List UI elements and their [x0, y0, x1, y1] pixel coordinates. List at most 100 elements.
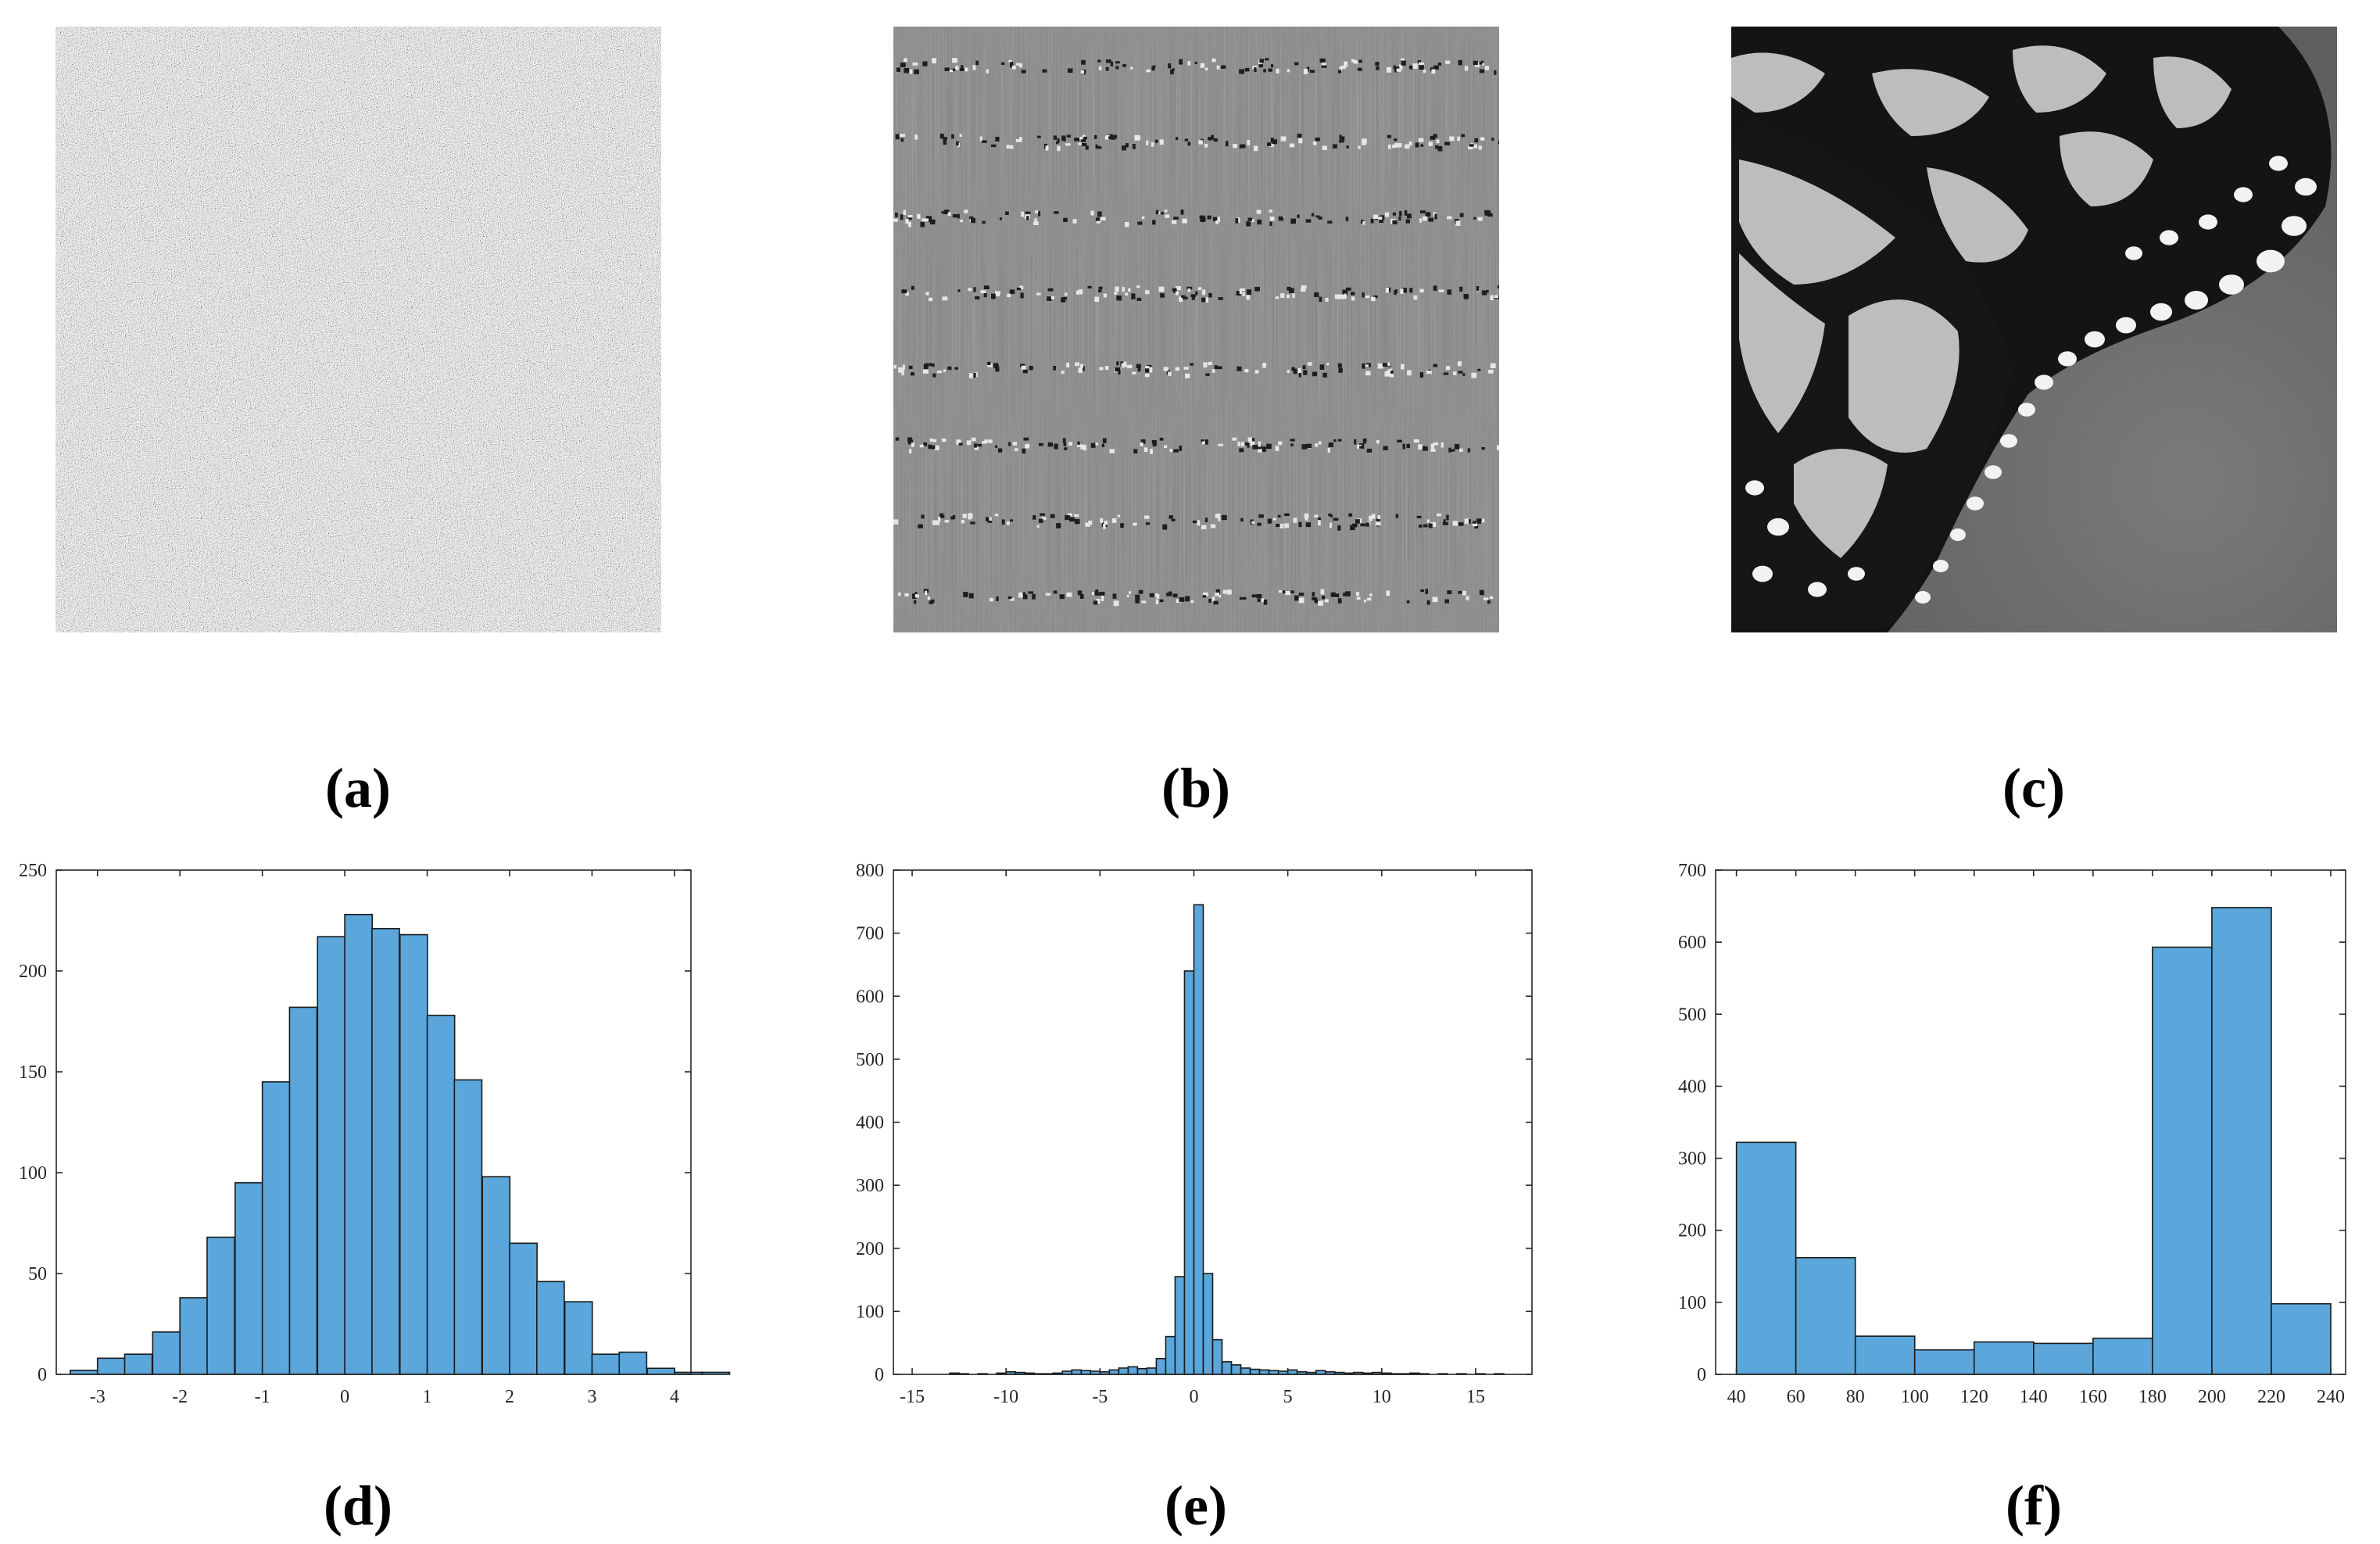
histogram-bar — [206, 1236, 235, 1375]
band-speck — [897, 67, 901, 72]
band-speck — [1479, 69, 1485, 73]
band-speck — [1378, 217, 1383, 220]
band-speck — [989, 363, 993, 367]
wing-spot — [1915, 591, 1931, 604]
histogram-bar — [1127, 1366, 1139, 1375]
band-speck — [952, 214, 958, 218]
band-speck — [1398, 64, 1403, 70]
band-speck — [1122, 145, 1127, 151]
band-speck — [1425, 212, 1431, 217]
band-speck — [1332, 594, 1338, 597]
band-speck — [1373, 214, 1379, 220]
band-speck — [1267, 518, 1272, 524]
band-speck — [1257, 598, 1261, 602]
band-speck — [1307, 66, 1310, 72]
band-speck — [1365, 371, 1371, 376]
band-speck — [1418, 62, 1424, 66]
band-speck — [1306, 514, 1309, 518]
band-speck — [1123, 361, 1127, 367]
panel-label-b: (b) — [1161, 757, 1230, 819]
band-speck — [1340, 66, 1346, 70]
band-speck — [901, 370, 904, 376]
band-speck — [1476, 518, 1482, 522]
histogram-e: -15 -10 -5 0 5 10 15 0 100 200 300 400 500 600 700 800 — [856, 861, 1533, 1407]
band-speck — [1190, 600, 1194, 604]
band-speck — [914, 69, 919, 74]
histogram-bar — [1249, 1368, 1261, 1375]
band-speck — [993, 363, 999, 368]
x-tick-label: 140 — [2020, 1387, 2048, 1407]
band-speck — [1294, 62, 1299, 66]
band-speck — [1398, 143, 1402, 148]
band-speck — [1176, 286, 1181, 291]
x-tick-label: 15 — [1466, 1387, 1485, 1407]
band-speck — [1080, 70, 1085, 74]
band-speck — [985, 517, 989, 521]
band-speck — [1034, 218, 1037, 224]
y-tick-label: 200 — [1678, 1221, 1706, 1241]
band-speck — [1183, 296, 1188, 300]
band-speck — [1213, 138, 1218, 142]
band-speck — [1212, 217, 1218, 222]
band-speck — [1262, 363, 1267, 368]
band-speck — [1345, 287, 1351, 291]
band-speck — [1332, 144, 1337, 149]
histogram-bar — [123, 1353, 153, 1375]
band-speck — [1079, 136, 1083, 140]
y-tick-label: 400 — [1678, 1077, 1706, 1097]
band-speck — [904, 58, 907, 63]
band-speck — [1279, 589, 1283, 593]
histogram-bar — [1258, 1369, 1270, 1375]
band-speck — [1077, 444, 1082, 447]
band-speck — [1467, 519, 1471, 524]
band-speck — [1463, 294, 1467, 298]
band-speck — [1464, 518, 1469, 525]
band-speck — [1339, 140, 1344, 143]
band-speck — [1201, 439, 1204, 442]
band-speck — [1379, 218, 1384, 224]
band-speck — [1172, 220, 1177, 224]
band-speck — [1457, 361, 1462, 367]
wing-spot — [2282, 216, 2307, 236]
band-speck — [912, 593, 917, 600]
band-speck — [1104, 366, 1109, 371]
band-speck — [901, 289, 907, 294]
band-speck — [973, 373, 976, 378]
band-speck — [1362, 292, 1365, 298]
band-speck — [1137, 367, 1141, 372]
band-speck — [1169, 449, 1173, 453]
band-speck — [1433, 285, 1437, 291]
histogram-bar — [1183, 970, 1195, 1375]
band-speck — [1232, 437, 1237, 441]
band-speck — [1254, 67, 1257, 73]
histogram-bar — [1913, 1349, 1975, 1375]
band-speck — [1364, 364, 1369, 367]
band-speck — [961, 65, 964, 70]
band-speck — [925, 363, 929, 367]
band-speck — [1344, 63, 1348, 67]
band-speck — [1376, 66, 1380, 70]
band-speck — [1312, 371, 1318, 377]
band-speck — [1063, 137, 1066, 142]
band-speck — [908, 221, 911, 227]
band-speck — [1022, 592, 1026, 596]
band-speck — [956, 439, 961, 446]
band-speck — [1344, 293, 1347, 299]
band-speck — [1258, 514, 1264, 518]
band-speck — [1190, 294, 1196, 298]
band-speck — [1375, 521, 1381, 526]
band-speck — [1063, 217, 1068, 222]
band-speck — [974, 443, 977, 448]
band-speck — [1293, 368, 1297, 374]
band-speck — [1202, 595, 1207, 598]
band-speck — [1061, 296, 1068, 300]
band-speck — [932, 439, 936, 442]
band-speck — [1309, 70, 1315, 73]
band-speck — [1473, 144, 1477, 149]
wing-spot — [1767, 518, 1789, 536]
band-speck — [975, 296, 980, 300]
band-speck — [1284, 513, 1290, 517]
band-speck — [1282, 590, 1286, 593]
band-speck — [1134, 134, 1140, 141]
wing-spot — [1933, 560, 1949, 572]
